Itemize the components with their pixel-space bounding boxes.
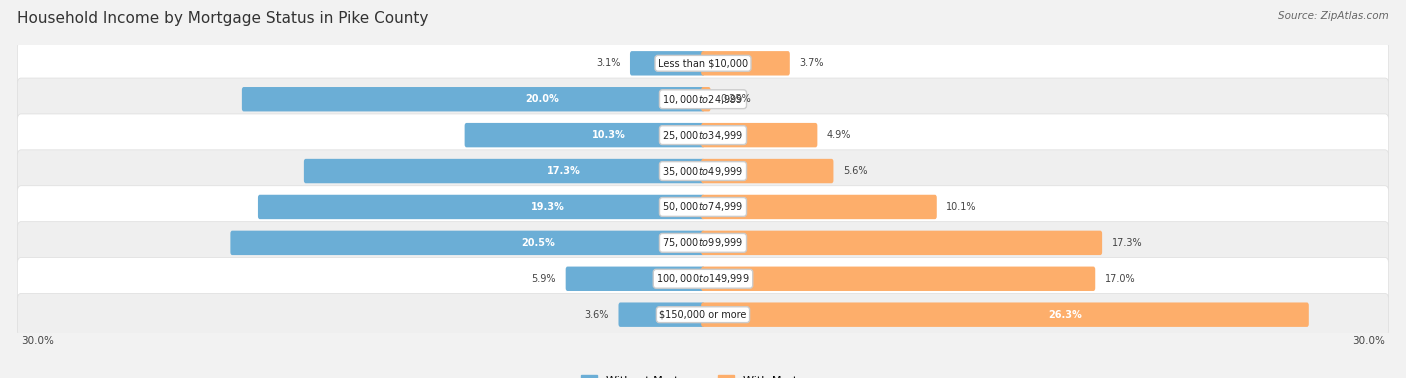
- Text: 4.9%: 4.9%: [827, 130, 852, 140]
- Text: 10.1%: 10.1%: [946, 202, 977, 212]
- Text: 10.3%: 10.3%: [592, 130, 626, 140]
- FancyBboxPatch shape: [17, 293, 1389, 336]
- Text: $50,000 to $74,999: $50,000 to $74,999: [662, 200, 744, 214]
- Text: Source: ZipAtlas.com: Source: ZipAtlas.com: [1278, 11, 1389, 21]
- Text: Less than $10,000: Less than $10,000: [658, 58, 748, 68]
- FancyBboxPatch shape: [630, 51, 704, 76]
- FancyBboxPatch shape: [702, 87, 710, 112]
- Text: 17.3%: 17.3%: [547, 166, 581, 176]
- FancyBboxPatch shape: [702, 51, 790, 76]
- Text: $10,000 to $24,999: $10,000 to $24,999: [662, 93, 744, 106]
- Text: Household Income by Mortgage Status in Pike County: Household Income by Mortgage Status in P…: [17, 11, 429, 26]
- Text: 17.0%: 17.0%: [1105, 274, 1136, 284]
- FancyBboxPatch shape: [565, 266, 704, 291]
- Text: $35,000 to $49,999: $35,000 to $49,999: [662, 164, 744, 178]
- FancyBboxPatch shape: [257, 195, 704, 219]
- Text: 30.0%: 30.0%: [21, 336, 53, 345]
- Legend: Without Mortgage, With Mortgage: Without Mortgage, With Mortgage: [576, 370, 830, 378]
- Text: $25,000 to $34,999: $25,000 to $34,999: [662, 129, 744, 142]
- FancyBboxPatch shape: [242, 87, 704, 112]
- Text: 30.0%: 30.0%: [1353, 336, 1385, 345]
- Text: 3.7%: 3.7%: [800, 58, 824, 68]
- FancyBboxPatch shape: [304, 159, 704, 183]
- FancyBboxPatch shape: [17, 78, 1389, 121]
- FancyBboxPatch shape: [619, 302, 704, 327]
- FancyBboxPatch shape: [702, 159, 834, 183]
- Text: 3.1%: 3.1%: [596, 58, 620, 68]
- FancyBboxPatch shape: [464, 123, 704, 147]
- Text: 20.0%: 20.0%: [526, 94, 560, 104]
- Text: $150,000 or more: $150,000 or more: [659, 310, 747, 320]
- FancyBboxPatch shape: [17, 186, 1389, 228]
- Text: 5.6%: 5.6%: [844, 166, 868, 176]
- FancyBboxPatch shape: [17, 114, 1389, 156]
- FancyBboxPatch shape: [702, 302, 1309, 327]
- FancyBboxPatch shape: [17, 150, 1389, 192]
- FancyBboxPatch shape: [17, 257, 1389, 300]
- Text: 20.5%: 20.5%: [522, 238, 555, 248]
- Text: $75,000 to $99,999: $75,000 to $99,999: [662, 236, 744, 249]
- Text: 3.6%: 3.6%: [585, 310, 609, 320]
- Text: 26.3%: 26.3%: [1049, 310, 1083, 320]
- FancyBboxPatch shape: [702, 195, 936, 219]
- FancyBboxPatch shape: [17, 42, 1389, 85]
- Text: 0.25%: 0.25%: [720, 94, 751, 104]
- FancyBboxPatch shape: [702, 123, 817, 147]
- FancyBboxPatch shape: [702, 231, 1102, 255]
- Text: 19.3%: 19.3%: [531, 202, 565, 212]
- FancyBboxPatch shape: [702, 266, 1095, 291]
- Text: $100,000 to $149,999: $100,000 to $149,999: [657, 272, 749, 285]
- Text: 17.3%: 17.3%: [1112, 238, 1143, 248]
- FancyBboxPatch shape: [17, 222, 1389, 264]
- Text: 5.9%: 5.9%: [531, 274, 555, 284]
- FancyBboxPatch shape: [231, 231, 704, 255]
